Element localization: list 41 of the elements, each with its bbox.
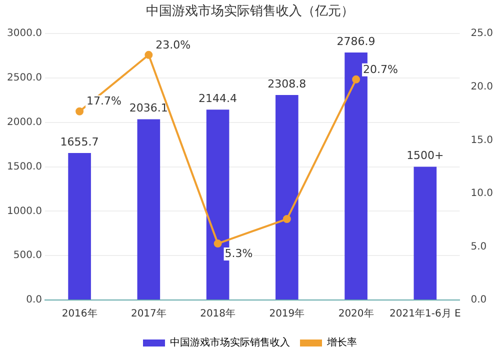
data-label: 17.7% <box>86 94 122 108</box>
bar <box>137 119 160 300</box>
legend-label: 增长率 <box>326 336 357 349</box>
bar <box>414 166 437 300</box>
y-tick-label: 0.0 <box>26 294 42 306</box>
data-label: 2308.8 <box>268 77 306 90</box>
data-label: 2144.4 <box>198 92 238 105</box>
data-label: 2786.9 <box>336 34 376 48</box>
bar <box>68 152 91 300</box>
data-label: 5.3% <box>224 246 253 260</box>
y-tick-label: 1000.0 <box>6 206 42 217</box>
y-tick-label: 500.0 <box>13 250 42 262</box>
data-label: 2036.1 <box>129 102 168 115</box>
y-tick-label: 2000.0 <box>6 116 42 128</box>
data-label: 1655.7 <box>60 135 99 148</box>
data-label: 20.7% <box>363 62 398 76</box>
point <box>214 240 222 248</box>
x-tick-label: 2021年1-6月 E <box>390 308 461 320</box>
y2-tick-label: 15.0 <box>470 134 493 146</box>
data-label: 1500+ <box>406 149 444 162</box>
x-tick-label: 2020年 <box>338 308 374 320</box>
y2-tick-label: 20.0 <box>470 81 493 92</box>
x-tick-label: 2016年 <box>62 308 98 320</box>
y2-tick-label: 5.0 <box>470 241 487 252</box>
y-tick-label: 2500.0 <box>6 72 42 84</box>
legend-label: 中国游戏市场实际销售收入 <box>170 336 290 349</box>
x-tick-label: 2019年 <box>269 308 305 320</box>
point <box>76 107 84 116</box>
y2-tick-label: 0.0 <box>470 294 487 306</box>
x-tick-label: 2017年 <box>130 308 166 320</box>
bar <box>276 94 298 300</box>
point <box>352 75 360 84</box>
y2-tick-label: 10.0 <box>470 188 493 200</box>
y2-tick-label: 25.0 <box>470 28 493 40</box>
x-tick-label: 2018年 <box>200 308 236 320</box>
point <box>282 215 291 224</box>
chart-title: 中国游戏市场实际销售收入（亿元） <box>146 4 354 20</box>
point <box>144 50 153 59</box>
y-tick-label: 3000.0 <box>6 28 42 40</box>
data-label: 23.0% <box>156 38 191 52</box>
y-tick-label: 1500.0 <box>6 161 42 172</box>
